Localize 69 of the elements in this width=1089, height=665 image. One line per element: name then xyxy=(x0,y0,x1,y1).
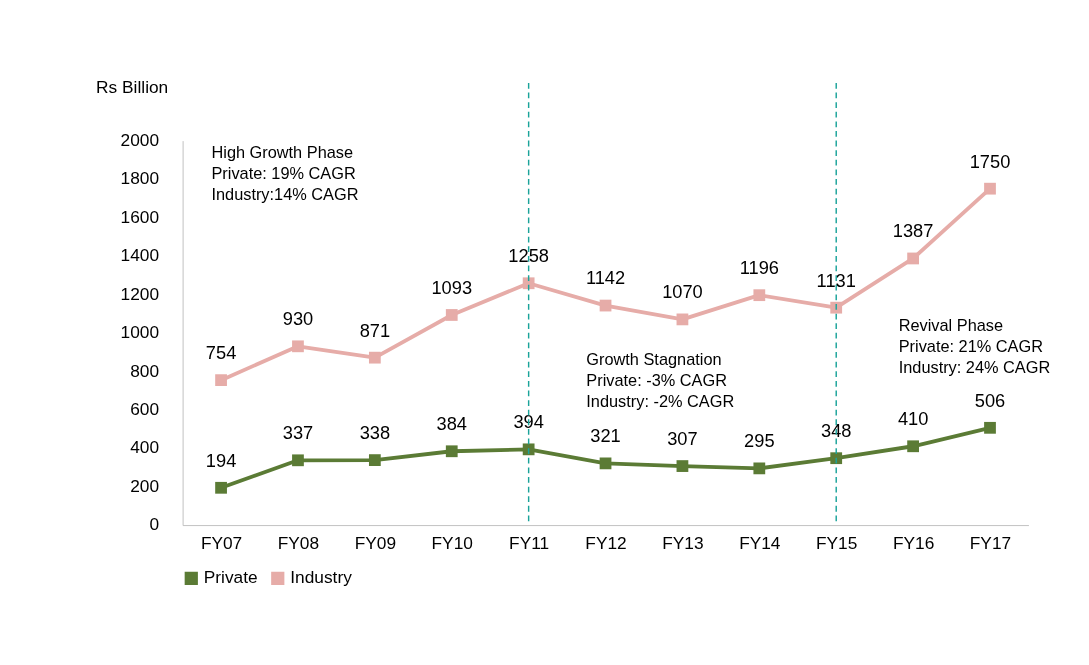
point xyxy=(215,481,227,494)
point xyxy=(830,301,843,314)
x-tick-label: FY13 xyxy=(662,532,704,553)
data-label: 1142 xyxy=(585,267,626,289)
x-tick-label: FY14 xyxy=(739,532,781,553)
point xyxy=(753,289,766,302)
data-label: 337 xyxy=(282,422,314,444)
x-tick-label: FY10 xyxy=(431,532,473,553)
data-label: 307 xyxy=(667,427,698,449)
data-label: 394 xyxy=(513,411,544,433)
x-tick-label: FY08 xyxy=(277,532,320,553)
annotation: High Growth Phase Private: 19% CAGR Industry:14% CAGR xyxy=(211,142,359,204)
point xyxy=(292,340,304,353)
annotation: Growth Stagnation Private: -3% CAGR Industry: -2% CAGR xyxy=(586,349,735,410)
point xyxy=(907,252,919,265)
y-tick-label: 0 xyxy=(149,514,160,535)
data-label: 410 xyxy=(897,408,929,430)
point xyxy=(292,454,304,467)
data-label: 871 xyxy=(359,319,391,341)
point xyxy=(753,462,766,475)
point xyxy=(676,460,689,472)
x-tick-label: FY07 xyxy=(200,532,243,553)
point xyxy=(984,182,996,195)
data-label: 338 xyxy=(359,421,391,443)
y-tick-label: 600 xyxy=(130,399,160,420)
point xyxy=(599,457,612,470)
y-tick-label: 2000 xyxy=(120,129,160,150)
x-tick-label: FY12 xyxy=(585,532,627,553)
point xyxy=(522,443,535,456)
legend-label: Industry xyxy=(290,567,353,588)
point xyxy=(368,454,381,466)
data-label: 194 xyxy=(205,449,237,471)
x-tick-label: FY09 xyxy=(354,532,397,553)
x-tick-label: FY11 xyxy=(509,532,550,553)
data-label: 295 xyxy=(744,430,775,452)
y-axis-title: Rs Billion xyxy=(96,76,169,97)
y-tick-label: 1400 xyxy=(120,245,160,266)
data-label: 321 xyxy=(590,425,621,447)
y-tick-label: 800 xyxy=(130,360,160,381)
data-label: 1131 xyxy=(816,269,856,291)
y-tick-label: 200 xyxy=(130,475,160,496)
y-tick-label: 1800 xyxy=(120,168,160,189)
data-label: 506 xyxy=(974,389,1006,411)
data-label: 384 xyxy=(436,413,467,435)
point xyxy=(907,440,919,453)
data-label: 1387 xyxy=(892,220,934,242)
data-label: 1196 xyxy=(739,257,779,279)
data-label: 348 xyxy=(820,420,852,442)
x-tick-label: FY15 xyxy=(816,532,858,553)
legend-label: Private xyxy=(203,567,258,588)
point xyxy=(522,277,535,290)
point xyxy=(984,421,996,434)
data-label: 930 xyxy=(282,308,314,330)
y-tick-label: 1600 xyxy=(120,206,160,227)
data-label: 1750 xyxy=(969,150,1011,172)
data-label: 1093 xyxy=(431,276,473,298)
data-label: 754 xyxy=(205,342,237,363)
x-tick-label: FY16 xyxy=(892,532,935,553)
point xyxy=(445,309,458,321)
y-tick-label: 400 xyxy=(130,437,160,458)
point xyxy=(215,374,227,387)
x-tick-label: FY17 xyxy=(969,532,1012,553)
data-label: 1258 xyxy=(508,245,549,267)
y-tick-label: 1000 xyxy=(120,322,160,343)
point xyxy=(445,445,458,458)
y-tick-label: 1200 xyxy=(120,283,160,304)
annotation: Revival Phase Private: 21% CAGR Industry: 24% CAGR xyxy=(898,315,1051,377)
data-label: 1070 xyxy=(662,281,703,303)
point xyxy=(368,351,381,364)
